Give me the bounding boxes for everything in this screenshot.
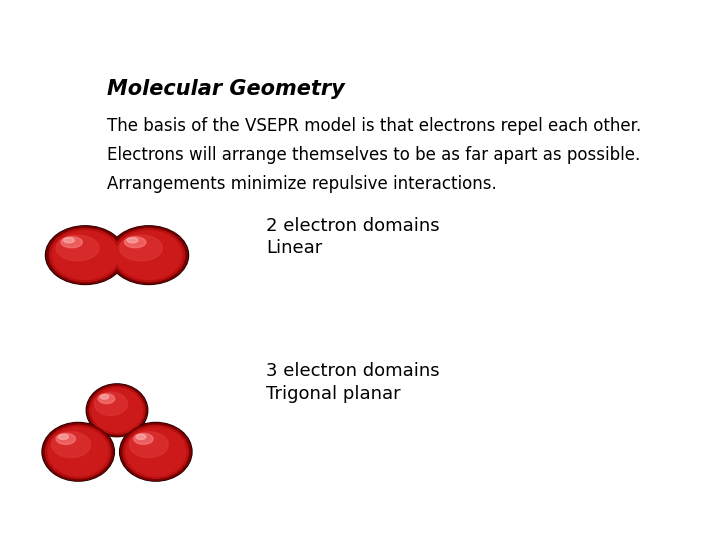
Ellipse shape (42, 422, 114, 481)
Ellipse shape (126, 428, 186, 476)
Ellipse shape (50, 228, 121, 282)
Text: Trigonal planar: Trigonal planar (266, 385, 400, 403)
Ellipse shape (63, 238, 74, 243)
Ellipse shape (52, 432, 91, 457)
Ellipse shape (136, 434, 146, 440)
Ellipse shape (45, 426, 111, 478)
Ellipse shape (120, 422, 192, 481)
Ellipse shape (127, 238, 138, 243)
Ellipse shape (43, 423, 114, 481)
Ellipse shape (125, 237, 146, 248)
Text: Electrons will arrange themselves to be as far apart as possible.: Electrons will arrange themselves to be … (107, 146, 640, 164)
Ellipse shape (58, 434, 68, 440)
Ellipse shape (94, 392, 127, 415)
Ellipse shape (123, 426, 189, 478)
Ellipse shape (100, 395, 109, 399)
Ellipse shape (53, 231, 118, 280)
Text: Linear: Linear (266, 239, 322, 258)
Ellipse shape (61, 237, 82, 248)
Ellipse shape (109, 226, 189, 285)
Ellipse shape (91, 388, 143, 432)
Ellipse shape (56, 235, 99, 261)
Text: Arrangements minimize repulsive interactions.: Arrangements minimize repulsive interact… (107, 175, 497, 193)
Ellipse shape (48, 428, 108, 476)
Text: 2 electron domains: 2 electron domains (266, 217, 439, 234)
Text: Molecular Geometry: Molecular Geometry (107, 79, 344, 99)
Ellipse shape (116, 231, 181, 280)
Ellipse shape (45, 226, 125, 285)
Text: 3 electron domains: 3 electron domains (266, 362, 439, 380)
Ellipse shape (110, 226, 187, 284)
Ellipse shape (87, 384, 147, 436)
Ellipse shape (134, 434, 153, 444)
Ellipse shape (130, 432, 168, 457)
Ellipse shape (120, 423, 191, 481)
Ellipse shape (113, 228, 184, 282)
Ellipse shape (56, 434, 76, 444)
Ellipse shape (86, 384, 148, 437)
Ellipse shape (89, 387, 145, 434)
Ellipse shape (120, 235, 162, 261)
Ellipse shape (98, 394, 114, 403)
Ellipse shape (46, 226, 124, 284)
Text: The basis of the VSEPR model is that electrons repel each other.: The basis of the VSEPR model is that ele… (107, 117, 641, 135)
